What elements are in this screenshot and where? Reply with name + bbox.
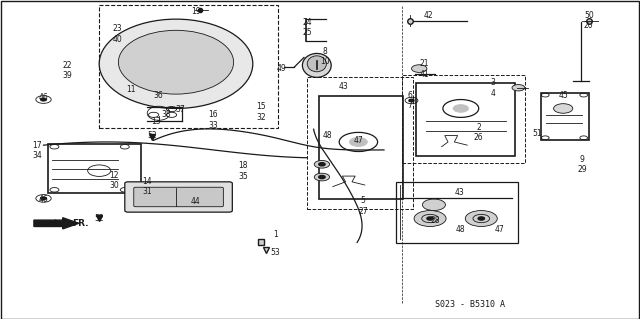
Text: 18: 18 xyxy=(239,161,248,170)
Circle shape xyxy=(314,173,330,181)
Text: 1: 1 xyxy=(273,230,278,239)
Text: 40: 40 xyxy=(112,35,122,44)
Text: 16: 16 xyxy=(208,110,218,119)
Text: 17: 17 xyxy=(32,141,42,150)
Text: 37: 37 xyxy=(175,105,186,114)
Bar xyxy=(48,144,141,193)
Text: 19: 19 xyxy=(191,7,202,16)
Circle shape xyxy=(554,104,573,113)
Text: 47: 47 xyxy=(494,225,504,234)
Text: 21: 21 xyxy=(420,59,429,68)
Text: 32: 32 xyxy=(256,113,266,122)
Text: 25: 25 xyxy=(302,28,312,37)
Bar xyxy=(541,93,589,140)
Text: 50: 50 xyxy=(584,11,594,20)
Text: 46: 46 xyxy=(38,195,49,204)
Text: 8: 8 xyxy=(323,47,328,56)
Circle shape xyxy=(453,105,468,112)
Circle shape xyxy=(422,199,445,211)
Text: 53: 53 xyxy=(270,248,280,256)
Text: 29: 29 xyxy=(577,165,588,174)
Text: 47: 47 xyxy=(353,137,364,145)
Text: 3: 3 xyxy=(490,78,495,87)
Text: 28: 28 xyxy=(431,216,440,225)
Circle shape xyxy=(319,175,325,179)
Text: 20: 20 xyxy=(584,21,594,30)
Text: 44: 44 xyxy=(190,197,200,206)
Text: 43: 43 xyxy=(454,189,465,197)
Ellipse shape xyxy=(303,54,332,77)
Bar xyxy=(396,182,518,243)
Text: 4: 4 xyxy=(490,89,495,98)
Circle shape xyxy=(349,137,367,146)
Text: FR.: FR. xyxy=(72,219,89,228)
Text: 12: 12 xyxy=(109,171,118,180)
Text: 49: 49 xyxy=(276,64,287,73)
Text: 5: 5 xyxy=(360,197,365,205)
Text: 24: 24 xyxy=(302,18,312,27)
FancyBboxPatch shape xyxy=(125,182,232,212)
Circle shape xyxy=(427,217,433,220)
Text: 52: 52 xyxy=(147,131,157,140)
Bar xyxy=(416,83,515,156)
Text: 36: 36 xyxy=(154,91,164,100)
Text: 42: 42 xyxy=(424,11,434,20)
Circle shape xyxy=(40,197,47,200)
Text: 51: 51 xyxy=(532,130,543,138)
FancyArrow shape xyxy=(34,218,79,229)
Text: 2: 2 xyxy=(476,123,481,132)
Text: 30: 30 xyxy=(109,181,119,190)
Text: 14: 14 xyxy=(142,177,152,186)
Bar xyxy=(99,5,278,128)
Text: 43: 43 xyxy=(339,82,349,91)
Circle shape xyxy=(414,211,446,226)
Ellipse shape xyxy=(307,56,326,72)
Circle shape xyxy=(409,99,414,102)
Text: 22: 22 xyxy=(63,61,72,70)
Text: 33: 33 xyxy=(208,121,218,130)
Text: 6: 6 xyxy=(407,91,412,100)
Circle shape xyxy=(512,85,525,91)
Bar xyxy=(402,75,525,163)
Circle shape xyxy=(412,65,427,72)
Text: 34: 34 xyxy=(32,151,42,160)
Text: 41: 41 xyxy=(419,70,429,78)
Bar xyxy=(319,96,403,199)
Text: 27: 27 xyxy=(358,207,368,216)
Text: 15: 15 xyxy=(256,102,266,111)
Text: 9: 9 xyxy=(580,155,585,164)
Text: S023 - B5310 A: S023 - B5310 A xyxy=(435,300,505,309)
Text: 13: 13 xyxy=(150,117,161,126)
Text: 38: 38 xyxy=(161,110,172,119)
Circle shape xyxy=(40,98,47,101)
Circle shape xyxy=(319,163,325,166)
Text: 45: 45 xyxy=(558,91,568,100)
Bar xyxy=(307,77,413,209)
Text: 39: 39 xyxy=(62,71,72,80)
Text: 26: 26 xyxy=(474,133,484,142)
Circle shape xyxy=(478,217,484,220)
Ellipse shape xyxy=(118,30,234,94)
Text: 23: 23 xyxy=(112,24,122,33)
Text: 7: 7 xyxy=(407,101,412,110)
Text: 48: 48 xyxy=(323,131,333,140)
Text: 46: 46 xyxy=(38,93,49,102)
Text: 10: 10 xyxy=(320,57,330,66)
Text: 35: 35 xyxy=(238,172,248,181)
Circle shape xyxy=(314,160,330,168)
FancyBboxPatch shape xyxy=(134,187,223,207)
Text: 48: 48 xyxy=(456,225,466,234)
Text: 11: 11 xyxy=(127,85,136,94)
Text: 52: 52 xyxy=(94,214,104,223)
Circle shape xyxy=(465,211,497,226)
Ellipse shape xyxy=(99,19,253,108)
Text: 31: 31 xyxy=(142,187,152,196)
